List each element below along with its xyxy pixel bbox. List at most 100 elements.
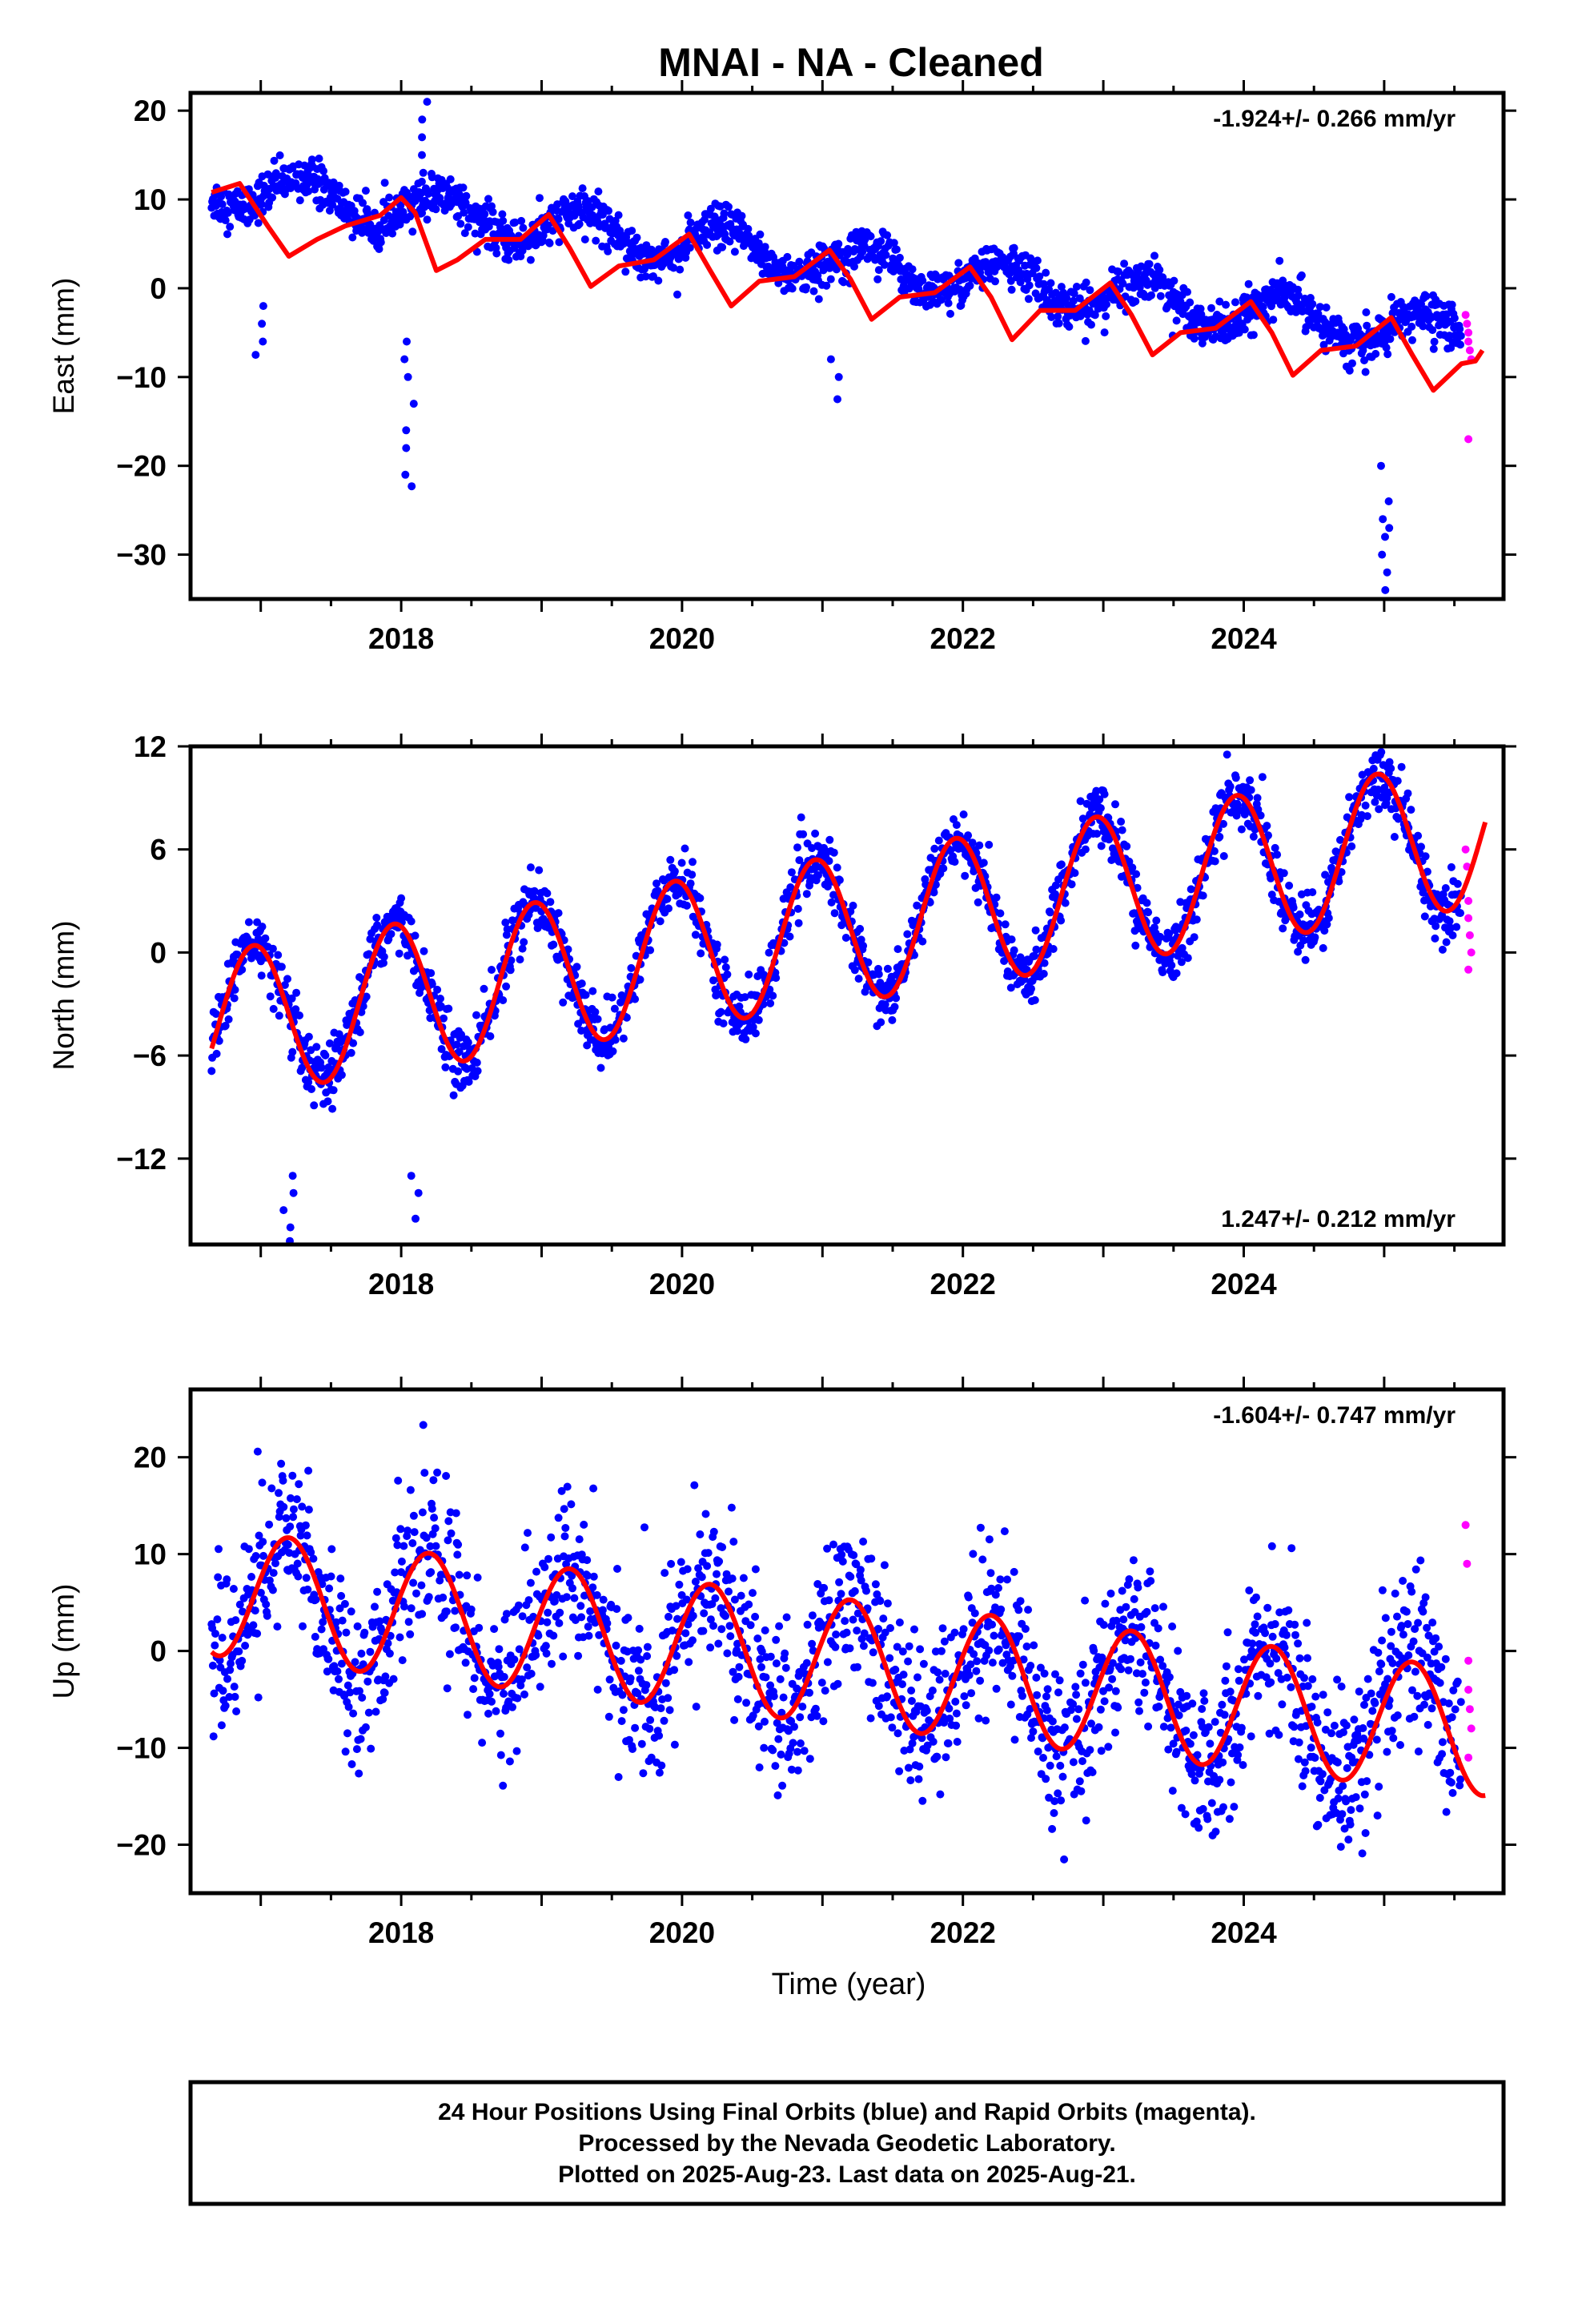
data-point bbox=[1102, 300, 1110, 308]
data-point bbox=[423, 98, 432, 107]
data-point bbox=[1026, 1662, 1035, 1670]
data-point bbox=[1056, 1761, 1065, 1770]
data-point bbox=[797, 813, 805, 822]
data-point bbox=[930, 844, 939, 853]
data-point bbox=[407, 917, 416, 926]
data-point bbox=[1147, 291, 1155, 300]
data-point bbox=[1036, 1663, 1045, 1672]
data-point bbox=[549, 1631, 558, 1640]
data-point bbox=[1219, 852, 1228, 860]
data-point bbox=[1321, 870, 1330, 879]
data-point bbox=[853, 1626, 861, 1635]
data-point bbox=[583, 1041, 592, 1050]
data-point bbox=[934, 836, 943, 845]
data-point bbox=[833, 1679, 842, 1688]
data-point bbox=[772, 1659, 781, 1668]
data-point bbox=[778, 1781, 787, 1790]
data-point bbox=[1054, 319, 1063, 328]
data-point bbox=[1387, 292, 1395, 301]
data-point bbox=[218, 200, 227, 209]
data-point bbox=[786, 883, 795, 891]
data-point bbox=[460, 208, 468, 217]
data-point bbox=[987, 1584, 996, 1593]
data-point bbox=[641, 272, 650, 281]
data-point bbox=[372, 914, 381, 922]
data-point bbox=[1025, 281, 1034, 290]
data-point bbox=[730, 1595, 739, 1604]
data-point bbox=[645, 1724, 654, 1733]
data-point bbox=[255, 1531, 263, 1540]
data-point bbox=[341, 1747, 350, 1756]
data-point bbox=[1152, 916, 1161, 925]
data-point bbox=[1039, 1754, 1047, 1762]
data-point bbox=[739, 1574, 748, 1582]
data-point bbox=[701, 1510, 710, 1518]
data-point bbox=[856, 924, 865, 933]
data-point bbox=[895, 1618, 904, 1626]
data-point bbox=[877, 237, 885, 246]
data-point bbox=[655, 1768, 664, 1777]
data-point bbox=[997, 1605, 1006, 1614]
data-point bbox=[874, 1625, 882, 1633]
data-point bbox=[494, 1663, 503, 1671]
data-point bbox=[914, 1775, 923, 1783]
data-point bbox=[544, 1608, 552, 1617]
data-point bbox=[496, 1751, 505, 1759]
data-point bbox=[288, 1047, 297, 1056]
data-point bbox=[524, 1596, 533, 1605]
data-point bbox=[606, 1023, 615, 1032]
data-point bbox=[761, 1626, 769, 1634]
data-point bbox=[561, 1524, 570, 1532]
data-point bbox=[930, 888, 938, 897]
data-point bbox=[886, 1624, 894, 1632]
data-point bbox=[213, 1615, 222, 1624]
data-point bbox=[1308, 888, 1317, 897]
data-point bbox=[341, 187, 350, 196]
data-point bbox=[655, 1731, 664, 1740]
data-point bbox=[455, 190, 464, 199]
data-point bbox=[379, 1695, 387, 1703]
data-point bbox=[1046, 908, 1054, 917]
data-point bbox=[385, 193, 394, 202]
data-point bbox=[1397, 762, 1406, 771]
data-point bbox=[721, 955, 729, 964]
data-point bbox=[1361, 368, 1370, 376]
data-point bbox=[560, 1532, 569, 1541]
data-point bbox=[1150, 251, 1158, 260]
data-point bbox=[916, 1645, 925, 1654]
data-point bbox=[938, 1624, 947, 1633]
data-point bbox=[1183, 954, 1192, 963]
data-point bbox=[825, 857, 833, 866]
data-point bbox=[275, 1489, 283, 1498]
data-point bbox=[1061, 899, 1070, 907]
data-point bbox=[428, 1505, 436, 1513]
data-point bbox=[1128, 863, 1137, 872]
data-point bbox=[952, 1721, 961, 1730]
data-point bbox=[1190, 933, 1199, 942]
data-point bbox=[676, 265, 685, 274]
data-point bbox=[536, 194, 544, 203]
data-point bbox=[664, 1694, 673, 1703]
data-point bbox=[888, 1723, 897, 1732]
data-point bbox=[1390, 833, 1399, 841]
data-point bbox=[484, 195, 492, 203]
data-point bbox=[520, 1690, 528, 1699]
data-point bbox=[866, 232, 875, 241]
data-point bbox=[550, 1597, 559, 1606]
data-point bbox=[684, 1620, 693, 1629]
data-point bbox=[952, 821, 961, 830]
data-point bbox=[636, 975, 644, 984]
data-point bbox=[343, 1681, 352, 1690]
data-point bbox=[1015, 1632, 1023, 1641]
data-point bbox=[1438, 945, 1447, 954]
data-point bbox=[295, 196, 304, 205]
data-point bbox=[235, 1647, 243, 1656]
data-point bbox=[241, 1642, 250, 1650]
data-point bbox=[737, 211, 746, 220]
data-point bbox=[1122, 842, 1131, 850]
data-point bbox=[304, 1506, 313, 1514]
data-point bbox=[974, 1714, 983, 1723]
data-point bbox=[859, 942, 868, 950]
data-point bbox=[685, 243, 694, 252]
